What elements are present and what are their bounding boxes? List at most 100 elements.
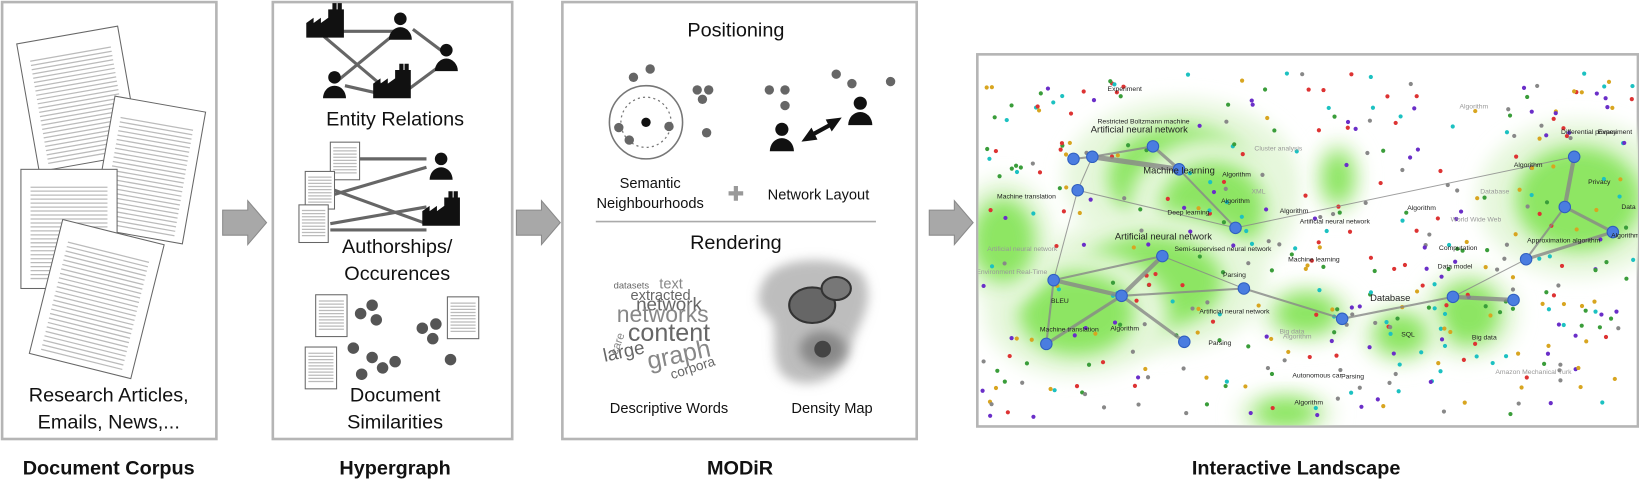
landscape: Experiment Algorithm Restricted Boltzmann … (978, 71, 1638, 426)
document-dot (1196, 206, 1201, 211)
hypergraph-label: Occurences (344, 263, 450, 285)
document-dot (1239, 214, 1244, 219)
person-head (394, 12, 407, 26)
embedding-dot (780, 100, 790, 111)
document-dot (1594, 207, 1599, 213)
document-dot (1013, 163, 1019, 168)
corpus-label: Emails, News,... (38, 412, 180, 434)
document-dot (1038, 91, 1043, 96)
document-dot (1208, 180, 1213, 185)
document-dot (1246, 261, 1251, 266)
landscape-edge (1053, 190, 1079, 281)
document-dot (1244, 228, 1249, 234)
landscape-label: Autonomous car (1292, 372, 1342, 379)
landscape-node (1067, 152, 1080, 166)
landscape-node (1172, 163, 1186, 176)
document-dot (1464, 239, 1469, 245)
document-dot (1475, 196, 1480, 201)
document-dot (1350, 312, 1355, 317)
document-dot (1081, 242, 1087, 247)
document-dot (1197, 123, 1202, 128)
cloud-word: content (628, 319, 710, 347)
document-dot (1603, 334, 1609, 340)
document-dot (1624, 276, 1629, 281)
document-dot (1583, 308, 1588, 313)
text-line (42, 344, 124, 366)
text-line (111, 165, 185, 180)
document-dot (1231, 243, 1236, 248)
document-dot (1170, 299, 1175, 304)
document-dot (1473, 108, 1478, 114)
text-line (44, 335, 126, 357)
document-dot (1400, 167, 1405, 173)
page (91, 95, 207, 245)
document-dot (1525, 94, 1530, 100)
landscape-label: Computation (1439, 245, 1478, 252)
document-dot (1617, 194, 1622, 199)
document-dot (1398, 114, 1403, 119)
landscape-node (1229, 221, 1242, 235)
document-dot (1067, 140, 1072, 146)
text-line (119, 121, 193, 136)
document-dot (1024, 361, 1030, 366)
document-dot (1145, 375, 1151, 380)
document-dot (1378, 180, 1383, 186)
document-dot (1057, 186, 1062, 191)
document-dot (1553, 111, 1558, 116)
section-title: Positioning (687, 20, 784, 42)
document-dot (1321, 264, 1326, 269)
document-dot (1329, 338, 1334, 344)
document-dot (1547, 254, 1552, 259)
landscape-edge (1120, 294, 1186, 344)
document-dot (1438, 168, 1443, 174)
document-dot (1223, 383, 1228, 389)
text-line (40, 105, 122, 122)
text-line (52, 303, 134, 326)
document-dot (1393, 371, 1398, 377)
document-thumbnail (91, 95, 207, 245)
document-dot (1210, 319, 1216, 324)
document-dot (1551, 116, 1556, 121)
document-dot (1462, 400, 1467, 405)
person-body (323, 85, 346, 99)
document-dot (1284, 71, 1290, 76)
document-dot (1114, 90, 1119, 95)
text-line (106, 195, 180, 210)
document-dot (1556, 283, 1561, 288)
document-dot (1537, 136, 1542, 141)
document-dot (1414, 228, 1419, 233)
landscape-edge (1045, 294, 1123, 346)
text-line (36, 84, 118, 101)
document-dot (1345, 125, 1350, 130)
document-dot (1005, 410, 1010, 415)
text-line (62, 263, 144, 286)
landscape-node (1446, 290, 1460, 304)
person-head (853, 96, 867, 110)
document-dot (985, 146, 990, 152)
text-line (46, 326, 129, 348)
document-dot (1060, 93, 1065, 99)
document-dot (1349, 305, 1354, 310)
document-dot (1482, 195, 1487, 200)
document-dot (1612, 376, 1617, 382)
document-dot (1424, 266, 1429, 271)
document-dot (1266, 239, 1271, 244)
document-dot (989, 85, 994, 90)
document-dot (1224, 200, 1230, 205)
document-dot (1427, 232, 1432, 237)
method-label: Semantic (620, 176, 681, 192)
document-thumbnail (315, 294, 348, 338)
landscape-edge (1452, 294, 1514, 303)
document-dot (1207, 208, 1212, 213)
document-thumbnail (329, 141, 361, 181)
landscape-label: Algorithm (1221, 198, 1250, 205)
document-dot (1037, 170, 1043, 175)
document-dot (1454, 216, 1459, 222)
document-dot (1388, 325, 1393, 330)
document-dot (1138, 207, 1143, 212)
document-dot (1131, 245, 1136, 250)
document-dot (1187, 171, 1192, 176)
document-dot (1270, 405, 1275, 411)
document-dot (1269, 268, 1274, 273)
document-dot (1318, 214, 1323, 220)
